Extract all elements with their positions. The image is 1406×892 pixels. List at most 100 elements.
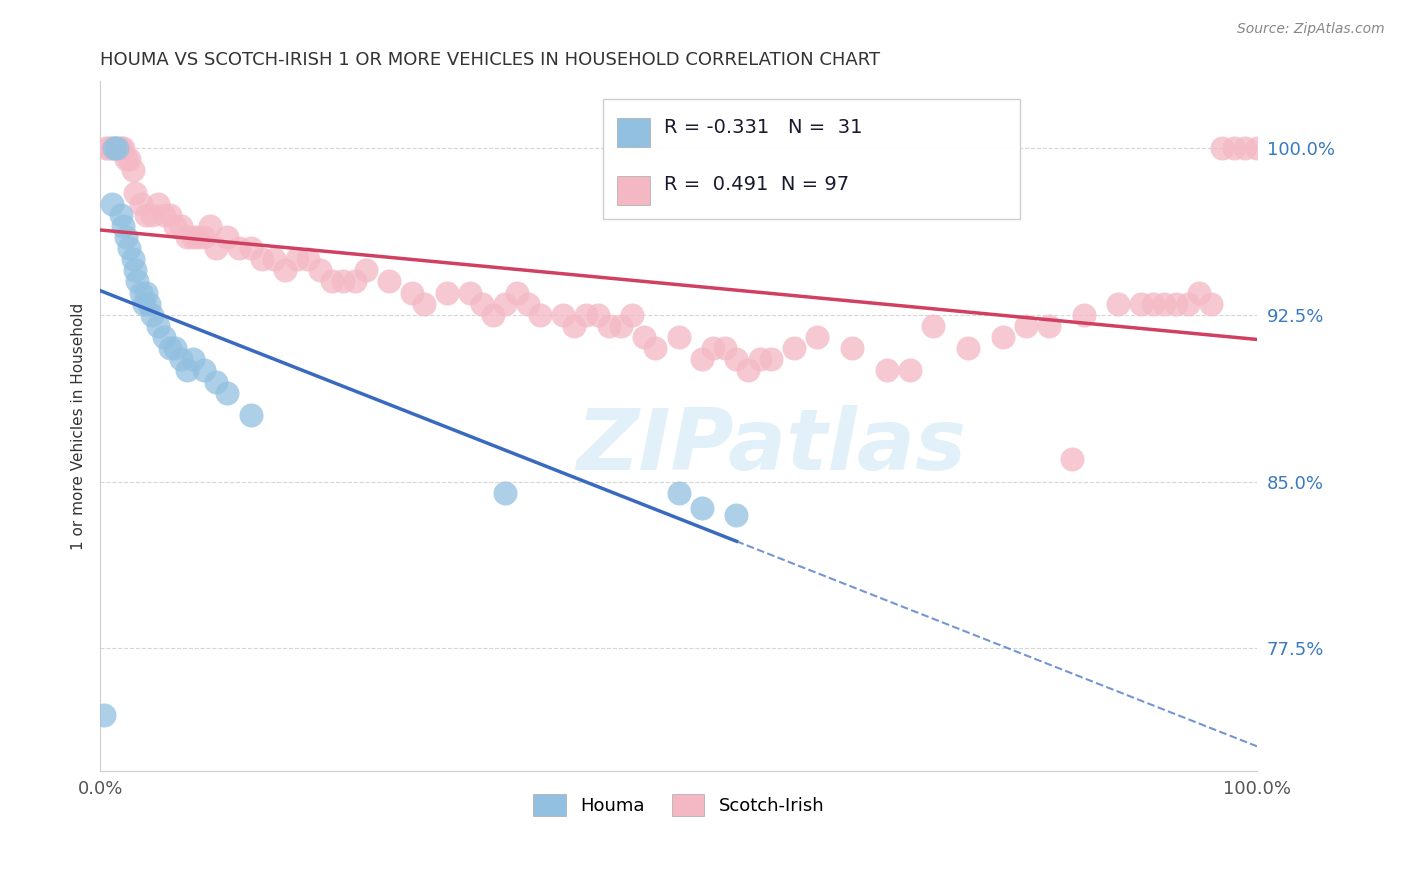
Point <box>135 285 157 300</box>
Point <box>309 263 332 277</box>
Point <box>107 141 129 155</box>
Point <box>690 501 713 516</box>
Point <box>482 308 505 322</box>
Point <box>159 341 181 355</box>
Point <box>93 708 115 723</box>
Point <box>187 230 209 244</box>
Point <box>922 318 945 333</box>
Point <box>1199 296 1222 310</box>
Point <box>129 285 152 300</box>
Point <box>165 341 187 355</box>
Point <box>759 352 782 367</box>
Point <box>494 296 516 310</box>
Legend: Houma, Scotch-Irish: Houma, Scotch-Irish <box>526 788 831 823</box>
Point <box>1038 318 1060 333</box>
Point <box>702 341 724 355</box>
Point <box>170 352 193 367</box>
Point <box>138 296 160 310</box>
Text: HOUMA VS SCOTCH-IRISH 1 OR MORE VEHICLES IN HOUSEHOLD CORRELATION CHART: HOUMA VS SCOTCH-IRISH 1 OR MORE VEHICLES… <box>100 51 880 69</box>
Point <box>991 330 1014 344</box>
Point <box>1246 141 1268 155</box>
Point <box>668 485 690 500</box>
Point <box>505 285 527 300</box>
Point <box>239 241 262 255</box>
Point <box>159 208 181 222</box>
Point <box>575 308 598 322</box>
Point <box>170 219 193 233</box>
Point <box>124 263 146 277</box>
Point <box>644 341 666 355</box>
Text: ZIPatlas: ZIPatlas <box>576 405 966 488</box>
Point <box>107 141 129 155</box>
Point <box>1188 285 1211 300</box>
Point <box>690 352 713 367</box>
Point <box>783 341 806 355</box>
Point <box>321 275 343 289</box>
Point <box>112 219 135 233</box>
Point <box>110 208 132 222</box>
Point <box>204 375 226 389</box>
Point <box>110 141 132 155</box>
Point <box>725 352 748 367</box>
Point <box>1153 296 1175 310</box>
Point <box>112 141 135 155</box>
Point <box>564 318 586 333</box>
Point <box>413 296 436 310</box>
Point <box>806 330 828 344</box>
Point <box>1164 296 1187 310</box>
Point <box>529 308 551 322</box>
Point <box>332 275 354 289</box>
Point <box>1211 141 1233 155</box>
Point <box>100 196 122 211</box>
Point <box>1177 296 1199 310</box>
Point <box>285 252 308 267</box>
Point <box>135 208 157 222</box>
Point <box>633 330 655 344</box>
Point <box>124 186 146 200</box>
Point <box>176 230 198 244</box>
Point <box>1014 318 1036 333</box>
Point <box>100 141 122 155</box>
Point <box>121 252 143 267</box>
Point <box>193 363 215 377</box>
Point <box>1073 308 1095 322</box>
Point <box>181 230 204 244</box>
Point <box>250 252 273 267</box>
Point <box>274 263 297 277</box>
Point <box>98 141 121 155</box>
Point <box>132 296 155 310</box>
Point <box>1234 141 1257 155</box>
Point <box>956 341 979 355</box>
Point <box>114 152 136 166</box>
Point <box>239 408 262 422</box>
Point <box>551 308 574 322</box>
Text: R = -0.331   N =  31: R = -0.331 N = 31 <box>664 118 862 137</box>
Point <box>354 263 377 277</box>
Point <box>129 196 152 211</box>
FancyBboxPatch shape <box>603 99 1019 219</box>
Point <box>436 285 458 300</box>
Point <box>1223 141 1246 155</box>
Point <box>1142 296 1164 310</box>
Bar <box>617 118 650 147</box>
Point <box>725 508 748 522</box>
Point <box>141 208 163 222</box>
Point <box>494 485 516 500</box>
Point <box>668 330 690 344</box>
Point <box>204 241 226 255</box>
Point <box>378 275 401 289</box>
Point <box>737 363 759 377</box>
Point <box>343 275 366 289</box>
Point <box>193 230 215 244</box>
Point <box>181 352 204 367</box>
Text: Source: ZipAtlas.com: Source: ZipAtlas.com <box>1237 22 1385 37</box>
Point <box>263 252 285 267</box>
Point <box>118 241 141 255</box>
Point <box>94 141 117 155</box>
Point <box>714 341 737 355</box>
Point <box>217 230 239 244</box>
Point <box>152 208 174 222</box>
Point <box>165 219 187 233</box>
Point <box>517 296 540 310</box>
Point <box>297 252 319 267</box>
